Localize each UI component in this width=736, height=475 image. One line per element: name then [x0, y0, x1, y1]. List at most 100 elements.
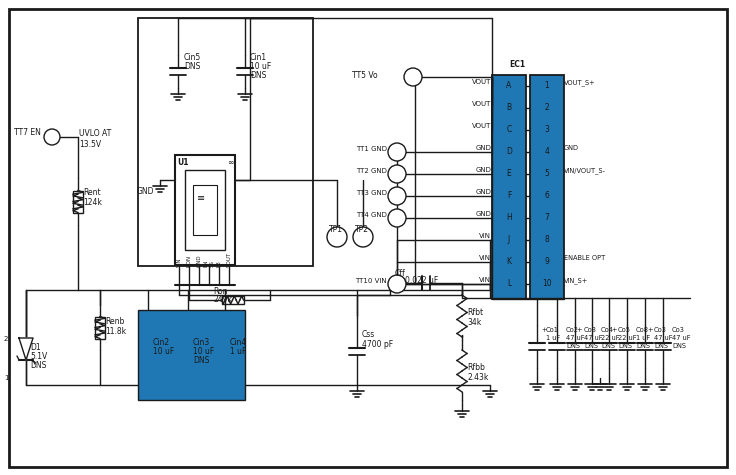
- Circle shape: [404, 68, 422, 86]
- Circle shape: [44, 129, 60, 145]
- Text: 10 uF: 10 uF: [153, 347, 174, 356]
- Text: 47 uF: 47 uF: [654, 335, 673, 341]
- Bar: [175, 155, 235, 265]
- Text: 9: 9: [545, 257, 550, 266]
- Text: Cin3: Cin3: [193, 338, 210, 347]
- Text: GND: GND: [475, 145, 491, 151]
- Circle shape: [388, 209, 406, 227]
- Text: Cff: Cff: [395, 269, 406, 278]
- Text: Co2: Co2: [566, 327, 579, 333]
- Text: Co3: Co3: [672, 327, 685, 333]
- Text: GND: GND: [564, 145, 579, 151]
- Circle shape: [388, 143, 406, 161]
- Bar: [532, 165, 562, 183]
- Text: VOUT: VOUT: [472, 101, 491, 107]
- Bar: [532, 187, 562, 205]
- Text: VOUT: VOUT: [227, 252, 232, 267]
- Text: +: +: [576, 327, 582, 333]
- Text: 3: 3: [545, 125, 550, 134]
- Text: DNS: DNS: [566, 343, 580, 349]
- Text: VOUT: VOUT: [472, 123, 491, 129]
- Text: GND: GND: [197, 255, 202, 267]
- Text: GND: GND: [475, 189, 491, 195]
- Text: Co3: Co3: [654, 327, 667, 333]
- Text: VIN_S+: VIN_S+: [564, 277, 588, 284]
- Bar: [222, 296, 244, 304]
- Text: ≡: ≡: [197, 193, 205, 203]
- Text: 10 uF: 10 uF: [250, 62, 272, 71]
- Text: Ron: Ron: [213, 287, 227, 296]
- Bar: [532, 121, 562, 139]
- Text: DNS: DNS: [636, 343, 650, 349]
- Text: Css: Css: [362, 330, 375, 339]
- Text: GND: GND: [137, 187, 155, 196]
- Circle shape: [388, 165, 406, 183]
- Text: F: F: [507, 191, 512, 200]
- Text: TT7 EN: TT7 EN: [14, 128, 41, 137]
- Bar: [138, 310, 245, 400]
- Text: TT10 VIN: TT10 VIN: [355, 278, 387, 284]
- Text: Co3: Co3: [584, 327, 597, 333]
- Text: +: +: [542, 327, 547, 333]
- Bar: [193, 185, 217, 235]
- Text: Cin4: Cin4: [230, 338, 247, 347]
- Bar: [530, 75, 564, 299]
- Text: 2: 2: [4, 336, 8, 342]
- Circle shape: [353, 227, 373, 247]
- Bar: [494, 121, 524, 139]
- Text: 5.1V: 5.1V: [30, 352, 47, 361]
- Bar: [494, 275, 524, 293]
- Text: EC1: EC1: [509, 60, 525, 69]
- Text: UVLO AT: UVLO AT: [79, 129, 111, 138]
- Text: A: A: [506, 82, 512, 91]
- Bar: [494, 77, 524, 95]
- Text: FB: FB: [216, 260, 222, 267]
- Bar: [95, 316, 105, 339]
- Bar: [494, 253, 524, 271]
- Text: 249k: 249k: [213, 295, 232, 304]
- Text: 47 uF: 47 uF: [566, 335, 584, 341]
- Text: Rfbb: Rfbb: [467, 363, 485, 372]
- Text: J: J: [508, 236, 510, 245]
- Bar: [494, 187, 524, 205]
- Text: 47 uF: 47 uF: [672, 335, 690, 341]
- Text: DNS: DNS: [654, 343, 668, 349]
- Bar: [73, 190, 83, 212]
- Text: DNS: DNS: [672, 343, 686, 349]
- Text: Cin1: Cin1: [250, 53, 267, 62]
- Text: RON: RON: [186, 255, 191, 267]
- Text: VIN: VIN: [479, 277, 491, 283]
- Text: D1: D1: [30, 343, 40, 352]
- Text: DNS: DNS: [250, 71, 266, 80]
- Text: DNS: DNS: [193, 356, 209, 365]
- Text: 1: 1: [545, 82, 549, 91]
- Text: 4700 pF: 4700 pF: [362, 340, 393, 349]
- Text: 10: 10: [542, 279, 552, 288]
- Text: EN
SS: EN SS: [204, 259, 214, 267]
- Bar: [138, 18, 313, 266]
- Text: Co5: Co5: [618, 327, 631, 333]
- Circle shape: [327, 227, 347, 247]
- Text: 22 uF: 22 uF: [618, 335, 637, 341]
- Text: 47 uF: 47 uF: [584, 335, 603, 341]
- Text: 34k: 34k: [467, 318, 481, 327]
- Text: C: C: [506, 125, 512, 134]
- Text: TT4 GND: TT4 GND: [356, 212, 387, 218]
- Text: VOUT_S+: VOUT_S+: [564, 79, 595, 86]
- Text: GND: GND: [475, 167, 491, 173]
- Text: DNS: DNS: [618, 343, 632, 349]
- Text: 6: 6: [545, 191, 550, 200]
- Text: 7: 7: [545, 213, 550, 222]
- Bar: [532, 143, 562, 161]
- Text: Rent: Rent: [83, 188, 101, 197]
- Text: 2.43k: 2.43k: [467, 373, 489, 382]
- Text: 1 uF: 1 uF: [230, 347, 247, 356]
- Text: 0.022 uF: 0.022 uF: [405, 276, 438, 285]
- Bar: [532, 275, 562, 293]
- Text: 11.8k: 11.8k: [105, 327, 126, 336]
- Text: VIN/VOUT_S-: VIN/VOUT_S-: [564, 167, 606, 174]
- Bar: [494, 165, 524, 183]
- Text: 5: 5: [545, 170, 550, 179]
- Text: ∞: ∞: [227, 158, 233, 167]
- Bar: [532, 99, 562, 117]
